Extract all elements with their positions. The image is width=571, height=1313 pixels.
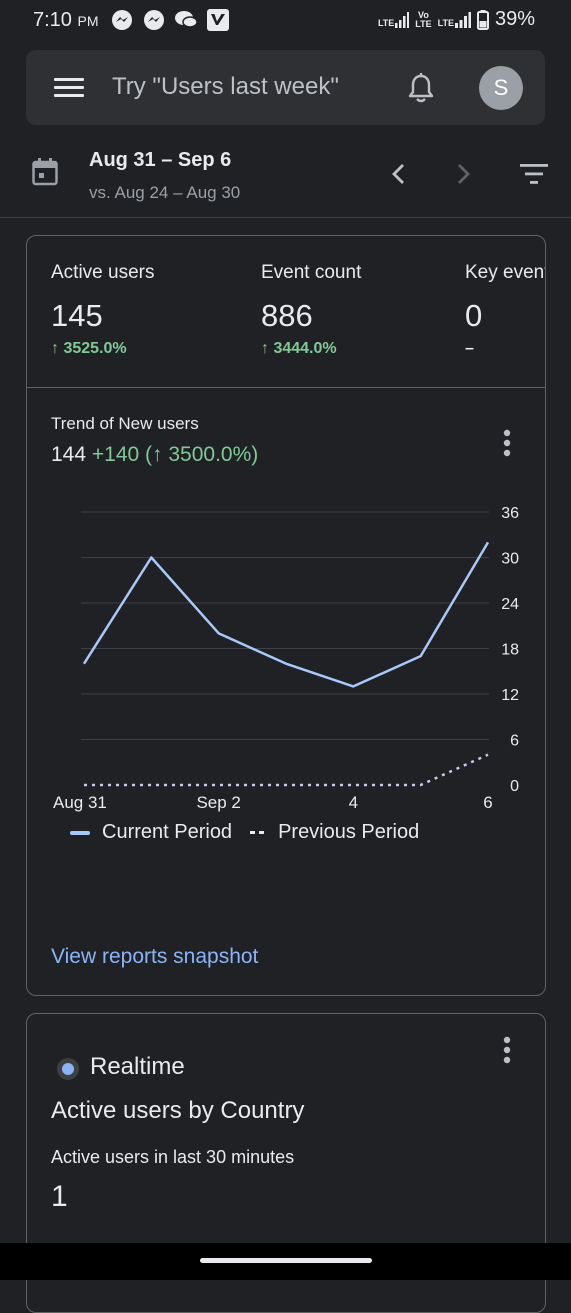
legend-label-current: Current Period (102, 821, 232, 844)
notification-icons (110, 8, 230, 32)
x-tick-label: Aug 31 (53, 793, 107, 812)
overview-card: Active users 145 ↑ 3525.0% Event count 8… (26, 235, 546, 996)
series-line-previous-period (84, 755, 488, 785)
network-type-1: LTE (378, 19, 394, 28)
view-reports-snapshot-link[interactable]: View reports snapshot (51, 945, 258, 969)
more-options-icon[interactable] (497, 427, 517, 459)
realtime-value: 1 (51, 1180, 68, 1214)
chart-legend: Current Period Previous Period (70, 821, 419, 844)
chat-bubbles-icon (174, 8, 198, 32)
trend-value: 144 (51, 443, 86, 466)
status-bar: 7:10 PM LTE Vo LTE LTE 39% (0, 0, 571, 42)
status-time-ampm: PM (78, 13, 99, 29)
x-tick-label: Sep 2 (196, 793, 240, 812)
metric-value: 886 (261, 298, 313, 334)
network-type-2: LTE (438, 19, 454, 28)
metric-value: 0 (465, 298, 482, 334)
date-range-label[interactable]: Aug 31 – Sep 6 (89, 149, 231, 172)
metric-label: Event count (261, 262, 361, 284)
system-nav-bar (0, 1243, 571, 1280)
previous-period-chevron-icon[interactable] (386, 160, 412, 188)
realtime-title: Active users by Country (51, 1097, 304, 1125)
y-tick-label: 6 (510, 733, 519, 750)
trend-title: Trend of New users (51, 414, 199, 434)
x-tick-label: 4 (349, 793, 358, 812)
status-time: 7:10 PM (33, 9, 99, 32)
metric-label: Active users (51, 262, 154, 284)
status-time-value: 7:10 (33, 9, 72, 31)
notifications-bell-icon[interactable] (406, 72, 436, 104)
metric-change: ↑ 3444.0% (261, 340, 337, 358)
next-period-chevron-icon[interactable] (450, 160, 476, 188)
system-status: LTE Vo LTE LTE 39% (378, 8, 535, 31)
realtime-dot-icon (57, 1058, 79, 1080)
volte-indicator: Vo LTE (415, 11, 431, 29)
avatar[interactable]: S (479, 66, 523, 110)
metric-label: Key events (465, 262, 546, 284)
x-tick-label: 6 (483, 793, 492, 812)
metric-change: – (465, 340, 474, 358)
signal-1: LTE (378, 12, 409, 28)
battery-level: 39% (495, 8, 535, 31)
realtime-more-options-icon[interactable] (497, 1034, 517, 1066)
y-tick-label: 18 (501, 642, 519, 659)
avatar-letter: S (494, 75, 509, 101)
signal-bars-icon (395, 12, 409, 28)
vonage-icon (206, 8, 230, 32)
legend-swatch-current (70, 831, 90, 835)
y-tick-label: 12 (501, 687, 519, 704)
home-gesture-pill[interactable] (200, 1258, 372, 1263)
messenger-icon-2 (142, 8, 166, 32)
metric-change: ↑ 3525.0% (51, 340, 127, 358)
legend-swatch-previous (250, 831, 264, 834)
legend-label-previous: Previous Period (278, 821, 419, 844)
card-divider (27, 387, 546, 388)
volte-bottom: LTE (415, 20, 431, 29)
header-divider (0, 217, 571, 218)
filter-icon[interactable] (519, 162, 549, 186)
realtime-subtitle: Active users in last 30 minutes (51, 1147, 294, 1168)
signal-bars-icon-2 (455, 12, 471, 28)
calendar-icon[interactable] (32, 158, 58, 186)
search-bar: S (26, 50, 545, 125)
y-tick-label: 0 (510, 778, 519, 795)
y-tick-label: 24 (501, 596, 519, 613)
metric-value: 145 (51, 298, 103, 334)
signal-2: LTE (438, 12, 471, 28)
y-tick-label: 36 (501, 505, 519, 522)
menu-icon[interactable] (54, 78, 84, 98)
messenger-icon (110, 8, 134, 32)
realtime-label: Realtime (90, 1053, 185, 1081)
trend-values: 144 +140 (↑ 3500.0%) (51, 443, 258, 467)
date-compare-label: vs. Aug 24 – Aug 30 (89, 183, 240, 203)
search-input[interactable] (112, 72, 372, 102)
new-users-line-chart: 0 6 12 18 24 30 36 Aug 31 Sep 2 4 6 (27, 491, 546, 831)
date-range-bar: Aug 31 – Sep 6 vs. Aug 24 – Aug 30 (0, 138, 571, 218)
y-tick-label: 30 (501, 551, 519, 568)
battery-icon (477, 10, 489, 30)
series-line-current-period (84, 542, 488, 686)
trend-delta: +140 (↑ 3500.0%) (92, 443, 258, 466)
